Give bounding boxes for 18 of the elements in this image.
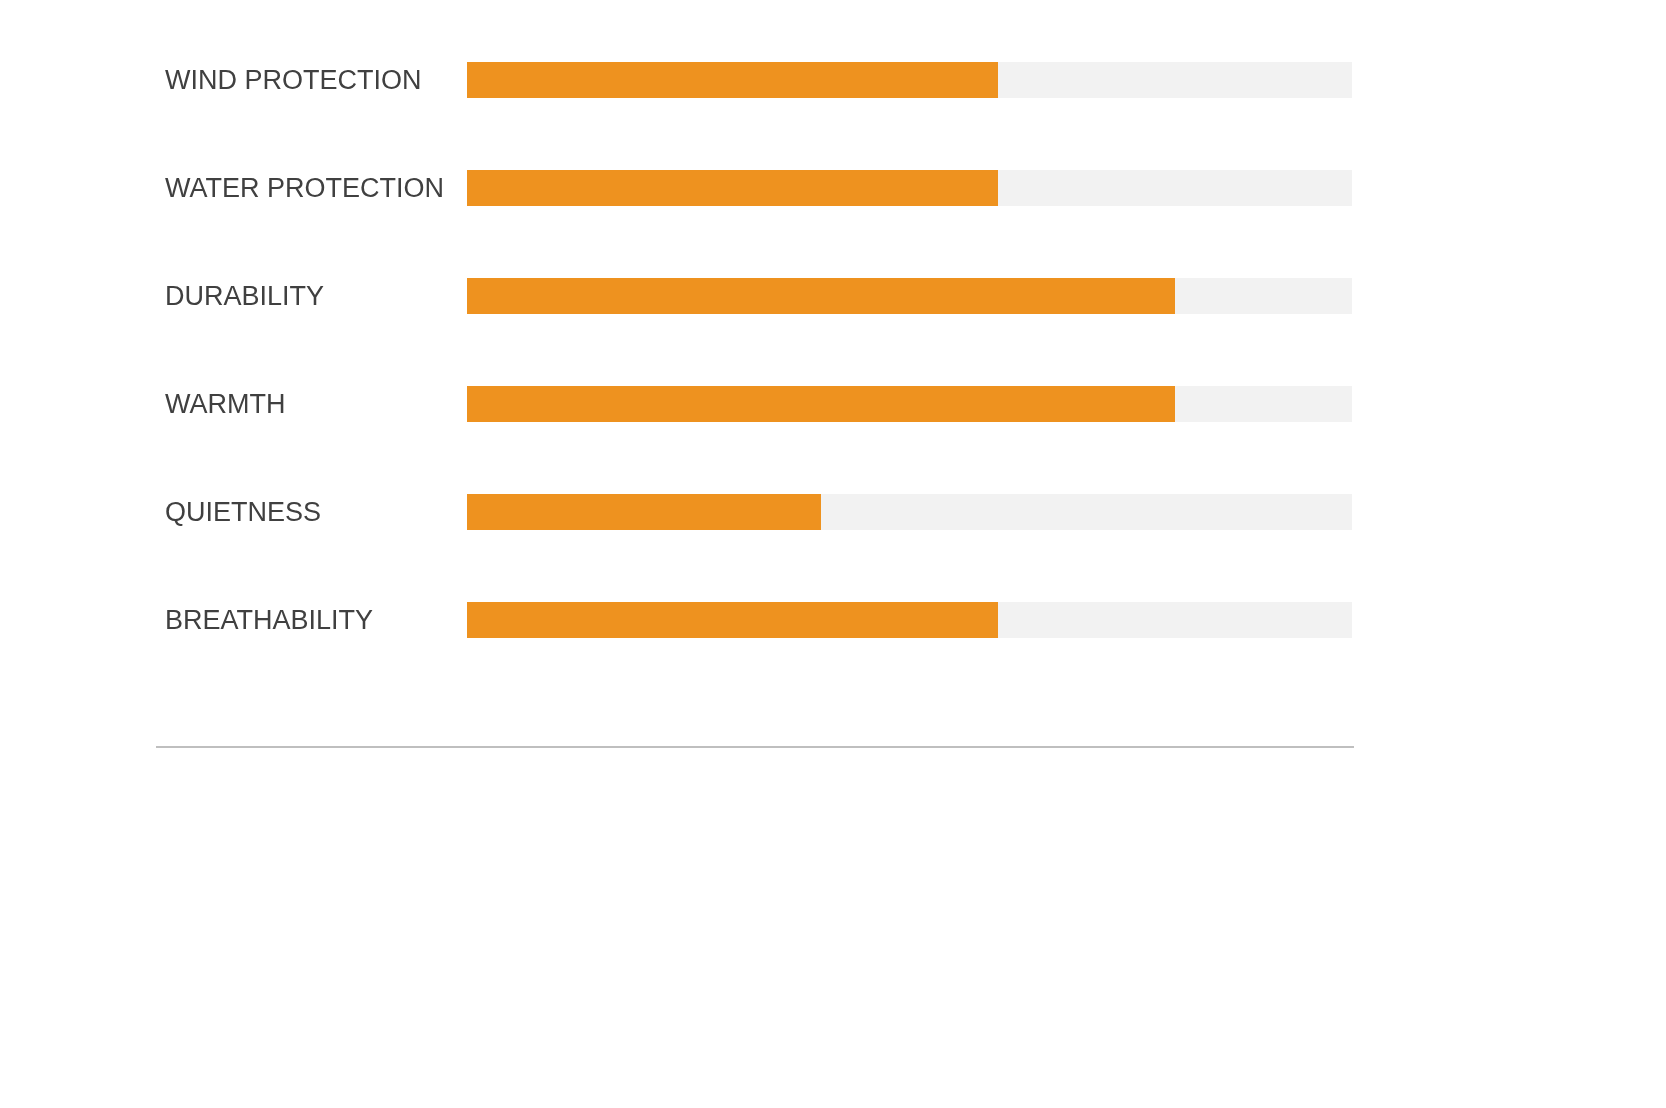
bar <box>467 62 998 98</box>
bar <box>467 494 821 530</box>
y-tick-label: DURABILITY <box>165 281 325 311</box>
bar <box>467 278 1175 314</box>
bar <box>998 170 1352 206</box>
y-tick-label: QUIETNESS <box>165 497 322 527</box>
y-tick-label: WIND PROTECTION <box>165 65 422 95</box>
bar <box>467 602 998 638</box>
bar <box>1175 278 1352 314</box>
bar <box>998 62 1352 98</box>
bar <box>1175 386 1352 422</box>
y-tick-label: BREATHABILITY <box>165 605 374 635</box>
y-tick-label: WARMTH <box>165 389 286 419</box>
y-tick-label: WATER PROTECTION <box>165 173 444 203</box>
bar <box>467 386 1175 422</box>
bar <box>821 494 1352 530</box>
bar <box>998 602 1352 638</box>
bar <box>467 170 998 206</box>
